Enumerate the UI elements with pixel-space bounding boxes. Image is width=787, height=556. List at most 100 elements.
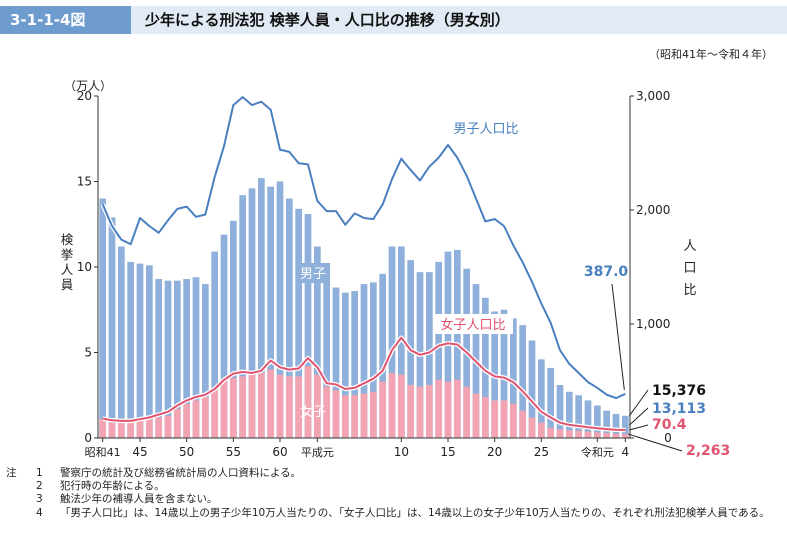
male-rate-pointer <box>611 283 625 390</box>
female-bar-2003 <box>444 381 452 438</box>
male-bar-1973 <box>164 280 172 438</box>
female-bar-2015 <box>556 429 564 438</box>
female-bar-2014 <box>547 427 555 438</box>
male-bar-1996 <box>379 273 387 438</box>
male-bar-1966 <box>99 198 107 438</box>
note-item-2: 2 犯行時の年齢による。 <box>36 480 165 493</box>
figure-title-bar: 少年による刑法犯 検挙人員・人口比の推移（男女別） <box>131 6 787 34</box>
male-bar-1985 <box>276 181 284 438</box>
female-bar-1988 <box>304 366 312 438</box>
male-bar-2021 <box>612 414 620 438</box>
female-bar-1980 <box>229 378 237 438</box>
male-bar-1988 <box>304 213 312 438</box>
x-tick-label-2022: 4 <box>622 445 630 459</box>
left-tick-label-5: 5 <box>84 346 92 360</box>
left-tick-label-10: 10 <box>77 260 92 274</box>
figure-header: 3-1-1-4図 少年による刑法犯 検挙人員・人口比の推移（男女別） <box>0 6 787 34</box>
male-last-value: 13,113 <box>652 401 706 417</box>
female-bar-1978 <box>211 390 219 438</box>
female-bar-2008 <box>491 400 499 438</box>
x-tick-label-1998: 10 <box>394 445 409 459</box>
x-tick-label-1989: 平成元 <box>301 446 334 459</box>
male-bar-2013 <box>537 359 545 438</box>
female-bar-1987 <box>295 376 303 438</box>
female-rate-pointer <box>629 424 649 431</box>
female-bar-1998 <box>397 374 405 438</box>
right-axis-label-char-2: 比 <box>683 283 696 298</box>
female-last-value: 2,263 <box>686 443 730 459</box>
figure-title: 少年による刑法犯 検挙人員・人口比の推移（男女別） <box>145 11 510 29</box>
female-bar-2005 <box>463 386 471 438</box>
left-axis-label-char-2: 人 <box>61 262 74 277</box>
male-rate-line <box>101 96 626 400</box>
male-bar-1972 <box>155 278 163 438</box>
female-bar-1992 <box>341 395 349 438</box>
male-bar-label: 男子 <box>300 267 326 282</box>
x-tick-label-1980: 55 <box>226 445 241 459</box>
male-bar-1982 <box>248 188 256 438</box>
male-pointer <box>628 407 649 426</box>
male-bar-1975 <box>183 278 191 438</box>
female-bar-1990 <box>323 386 331 438</box>
male-bar-1990 <box>323 282 331 438</box>
right-tick-label-1000: 1,000 <box>636 317 670 331</box>
male-bar-2010 <box>509 318 517 438</box>
male-bar-1976 <box>192 277 200 438</box>
x-tick-label-1970: 45 <box>132 445 147 459</box>
female-pointer <box>628 433 683 452</box>
x-tick-label-2019: 令和元 <box>581 445 614 459</box>
male-bar-2014 <box>547 367 555 438</box>
female-bar-1972 <box>155 417 163 438</box>
left-axis-label-char-0: 検 <box>61 232 74 247</box>
female-bar-1966 <box>99 419 107 438</box>
female-bar-label: 女子 <box>300 404 326 420</box>
right-tick-label-3000: 3,000 <box>636 89 670 103</box>
male-bar-1974 <box>173 280 181 438</box>
male-bar-1967 <box>108 217 116 438</box>
x-tick-label-1966: 昭和41 <box>85 446 121 459</box>
male-bar-1992 <box>341 292 349 438</box>
female-bar-1976 <box>192 400 200 438</box>
x-tick-label-2003: 15 <box>440 445 455 459</box>
male-bar-2018 <box>584 400 592 438</box>
female-bar-2009 <box>500 400 508 438</box>
male-bar-1987 <box>295 208 303 438</box>
female-bar-1983 <box>257 373 265 438</box>
female-bar-1981 <box>239 376 247 438</box>
male-bar-2016 <box>565 391 573 438</box>
male-bar-1969 <box>127 261 135 438</box>
female-bar-1996 <box>379 381 387 438</box>
notes-head: 注 <box>6 467 17 479</box>
male-bar-1997 <box>388 246 396 438</box>
male-bar-2001 <box>425 272 433 438</box>
female-bar-1995 <box>369 391 377 438</box>
female-bar-2002 <box>435 379 443 438</box>
right-axis-label-char-0: 人 <box>683 239 696 254</box>
male-bar-2019 <box>593 405 601 438</box>
female-bar-2017 <box>575 430 583 438</box>
male-bar-1971 <box>145 265 153 438</box>
x-tick-label-1985: 60 <box>272 445 287 459</box>
male-bar-1986 <box>285 198 293 438</box>
female-bar-1993 <box>351 395 359 438</box>
total-last-value: 15,376 <box>652 383 706 399</box>
female-bar-1968 <box>117 420 125 438</box>
female-bar-2006 <box>472 393 480 438</box>
female-bar-2016 <box>565 430 573 438</box>
female-bar-2022 <box>621 434 629 438</box>
x-tick-label-1975: 50 <box>179 445 194 459</box>
female-bar-1997 <box>388 373 396 438</box>
female-bar-1979 <box>220 379 228 438</box>
female-rate-line <box>102 336 626 431</box>
note-item-4: 4 「男子人口比」は、14歳以上の男子少年10万人当たりの、「女子人口比」は、1… <box>36 506 770 519</box>
female-bar-1989 <box>313 374 321 438</box>
x-tick-label-2008: 20 <box>487 445 502 459</box>
male-bar-1980 <box>229 220 237 438</box>
male-bar-2017 <box>575 395 583 438</box>
right-axis-label-char-1: 口 <box>683 261 696 276</box>
female-bar-2013 <box>537 422 545 438</box>
female-rate-last-value: 70.4 <box>652 417 687 433</box>
note-item-3: 3 触法少年の補導人員を含まない。 <box>36 493 218 506</box>
left-axis-label-char-3: 員 <box>61 277 74 292</box>
